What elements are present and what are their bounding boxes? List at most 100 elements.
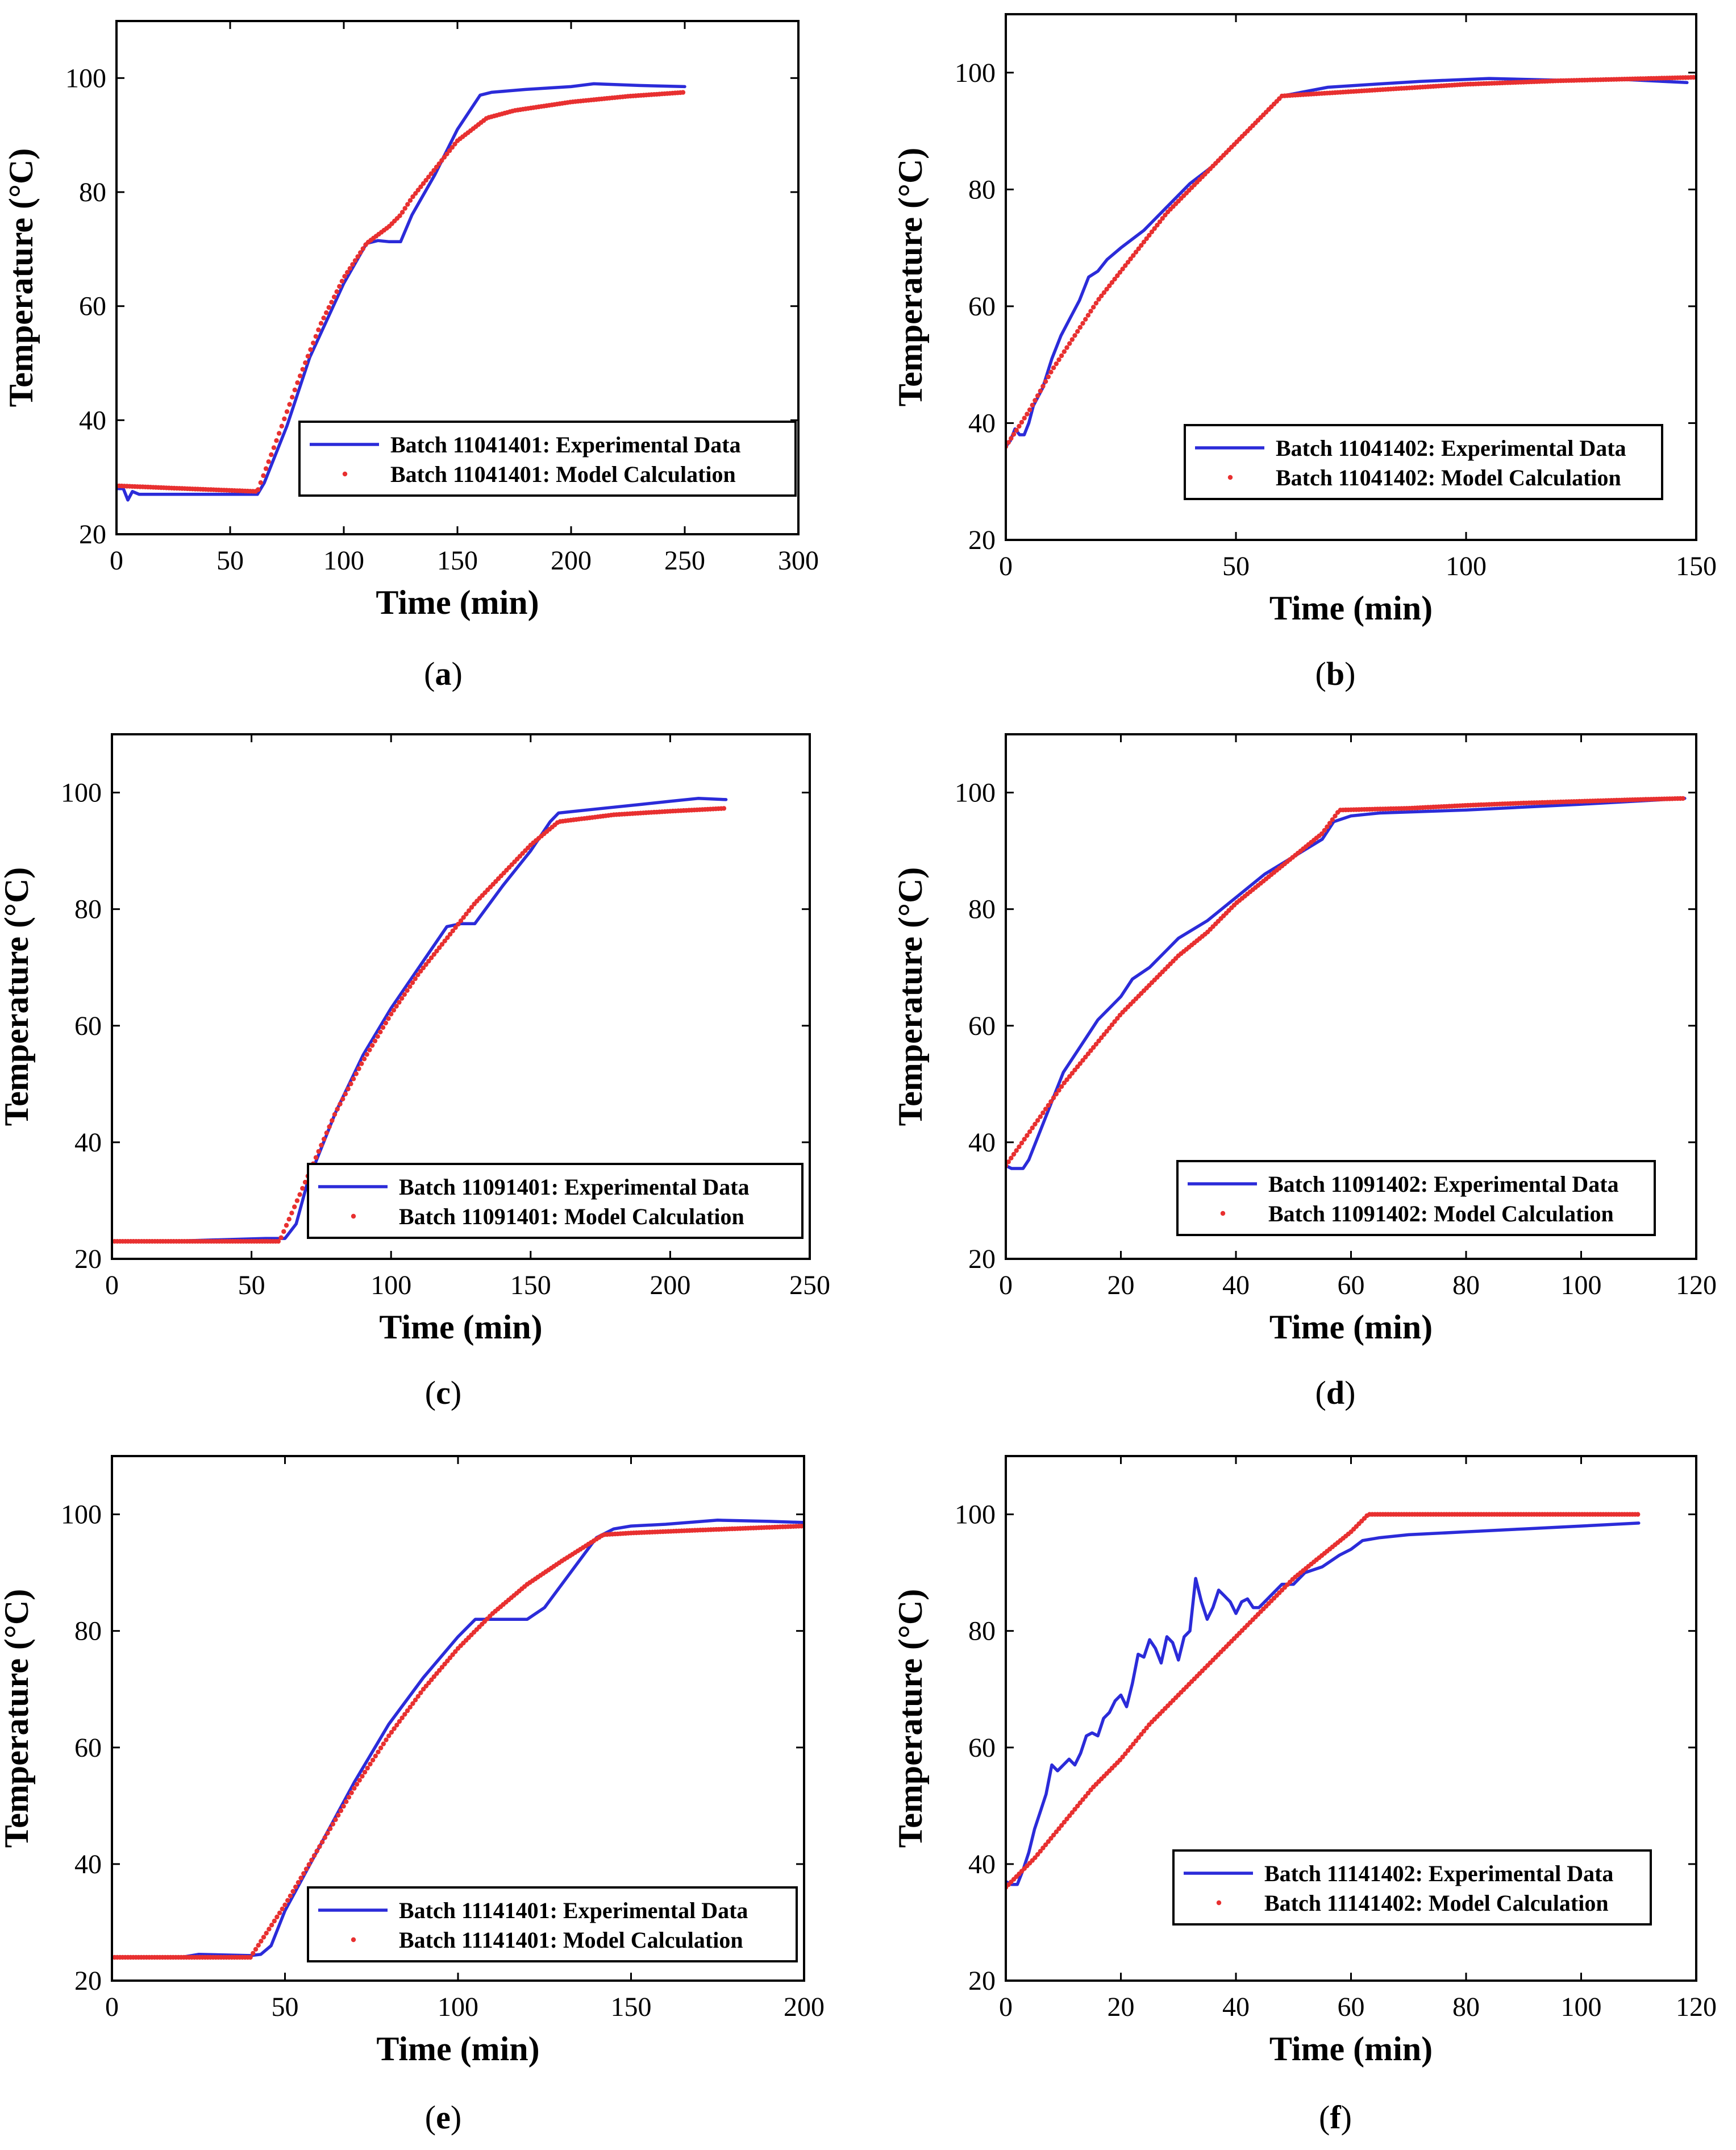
model-calculation-point bbox=[1149, 229, 1155, 235]
model-calculation-point bbox=[407, 984, 413, 989]
model-calculation-point bbox=[1131, 253, 1136, 258]
x-axis-label: Time (min) bbox=[376, 2030, 539, 2068]
model-calculation-point bbox=[1054, 361, 1059, 367]
x-tick-label: 200 bbox=[551, 546, 592, 576]
model-calculation-point bbox=[1109, 1022, 1115, 1028]
model-calculation-point bbox=[445, 935, 450, 941]
model-calculation-point bbox=[1054, 1091, 1059, 1097]
model-calculation-point bbox=[345, 270, 350, 275]
model-calculation-point bbox=[1011, 1151, 1017, 1157]
model-calculation-point bbox=[464, 912, 469, 917]
model-calculation-point bbox=[405, 1708, 410, 1714]
model-calculation-point bbox=[1083, 1794, 1088, 1799]
model-calculation-point bbox=[1083, 1054, 1088, 1060]
model-calculation-point bbox=[334, 289, 339, 294]
model-calculation-point bbox=[284, 409, 290, 414]
model-calculation-point bbox=[1330, 817, 1335, 822]
model-calculation-point bbox=[447, 1655, 453, 1661]
model-calculation-point bbox=[321, 1137, 327, 1142]
model-calculation-point bbox=[261, 473, 266, 479]
model-calculation-point bbox=[295, 1880, 301, 1885]
model-calculation-point bbox=[1030, 1125, 1035, 1130]
panel-label: (a) bbox=[424, 655, 463, 692]
model-calculation-point bbox=[1064, 345, 1069, 350]
y-tick-label: 40 bbox=[968, 408, 996, 438]
x-tick-label: 200 bbox=[784, 1992, 825, 2022]
model-calculation-point bbox=[1144, 236, 1149, 242]
model-calculation-point bbox=[313, 1155, 319, 1160]
model-calculation-point bbox=[373, 1753, 378, 1758]
legend-model-label: Batch 11091402: Model Calculation bbox=[1268, 1201, 1614, 1226]
model-calculation-point bbox=[256, 1943, 261, 1948]
model-calculation-point bbox=[319, 1142, 324, 1148]
model-calculation-point bbox=[259, 1939, 264, 1944]
y-tick-label: 80 bbox=[74, 895, 102, 925]
model-calculation-point bbox=[1327, 821, 1333, 826]
model-calculation-point bbox=[1635, 1512, 1641, 1517]
model-calculation-point bbox=[1006, 440, 1011, 445]
model-calculation-point bbox=[386, 1733, 392, 1739]
legend-model-marker bbox=[1220, 1211, 1226, 1216]
legend-experimental-label: Batch 11091402: Experimental Data bbox=[1268, 1171, 1619, 1197]
x-tick-label: 0 bbox=[999, 1992, 1013, 2022]
model-calculation-point bbox=[1051, 365, 1056, 371]
model-calculation-point bbox=[1093, 301, 1099, 306]
model-calculation-point bbox=[721, 806, 727, 811]
model-calculation-point bbox=[1069, 1071, 1075, 1076]
model-calculation-point bbox=[1022, 1137, 1027, 1142]
model-calculation-point bbox=[1157, 219, 1163, 224]
model-calculation-point bbox=[364, 1052, 369, 1057]
model-calculation-point bbox=[1069, 337, 1075, 342]
model-calculation-point bbox=[1025, 1133, 1030, 1138]
model-calculation-point bbox=[431, 1674, 436, 1679]
model-calculation-point bbox=[306, 1862, 311, 1867]
model-calculation-point bbox=[413, 191, 418, 196]
model-calculation-point bbox=[392, 1726, 397, 1731]
model-calculation-point bbox=[1136, 246, 1141, 251]
model-calculation-point bbox=[376, 1749, 381, 1754]
model-calculation-point bbox=[343, 1091, 348, 1097]
model-calculation-series bbox=[112, 806, 727, 1244]
model-calculation-point bbox=[352, 1786, 357, 1791]
legend-model-label: Batch 11141401: Model Calculation bbox=[399, 1927, 743, 1953]
model-calculation-point bbox=[1152, 226, 1157, 231]
model-calculation-point bbox=[439, 942, 445, 947]
x-tick-label: 150 bbox=[1676, 551, 1717, 581]
model-calculation-point bbox=[300, 367, 305, 372]
legend-experimental-label: Batch 11141401: Experimental Data bbox=[399, 1898, 748, 1923]
model-calculation-point bbox=[253, 1947, 259, 1952]
model-calculation-point bbox=[378, 1029, 383, 1035]
model-calculation-point bbox=[1038, 1114, 1043, 1120]
model-calculation-point bbox=[290, 1889, 295, 1894]
model-calculation-point bbox=[1038, 1849, 1043, 1854]
model-calculation-point bbox=[1043, 1842, 1048, 1848]
model-calculation-point bbox=[272, 1918, 277, 1924]
model-calculation-point bbox=[266, 459, 271, 464]
model-calculation-point bbox=[277, 1910, 282, 1916]
model-calculation-point bbox=[431, 168, 436, 173]
model-calculation-point bbox=[1059, 1823, 1064, 1828]
model-calculation-point bbox=[372, 1038, 378, 1043]
model-calculation-point bbox=[1112, 276, 1117, 282]
model-calculation-point bbox=[324, 310, 329, 315]
model-calculation-point bbox=[402, 992, 407, 997]
y-tick-label: 60 bbox=[74, 1733, 102, 1763]
model-calculation-point bbox=[413, 976, 418, 982]
experimental-data-line bbox=[1006, 77, 1689, 448]
model-calculation-point bbox=[1030, 402, 1035, 407]
model-calculation-point bbox=[1093, 1042, 1099, 1047]
model-calculation-point bbox=[1123, 263, 1128, 268]
y-axis-label: Temperature (°C) bbox=[0, 1589, 35, 1848]
model-calculation-point bbox=[461, 915, 466, 920]
x-tick-label: 150 bbox=[437, 546, 478, 576]
legend-box bbox=[307, 1163, 804, 1239]
model-calculation-point bbox=[1091, 305, 1096, 310]
model-calculation-point bbox=[1009, 1155, 1014, 1161]
model-calculation-point bbox=[1125, 260, 1131, 265]
model-calculation-point bbox=[1163, 213, 1168, 218]
model-calculation-point bbox=[453, 1649, 458, 1654]
model-calculation-point bbox=[426, 174, 431, 180]
x-tick-label: 20 bbox=[1108, 1992, 1135, 2022]
model-calculation-point bbox=[415, 188, 421, 193]
